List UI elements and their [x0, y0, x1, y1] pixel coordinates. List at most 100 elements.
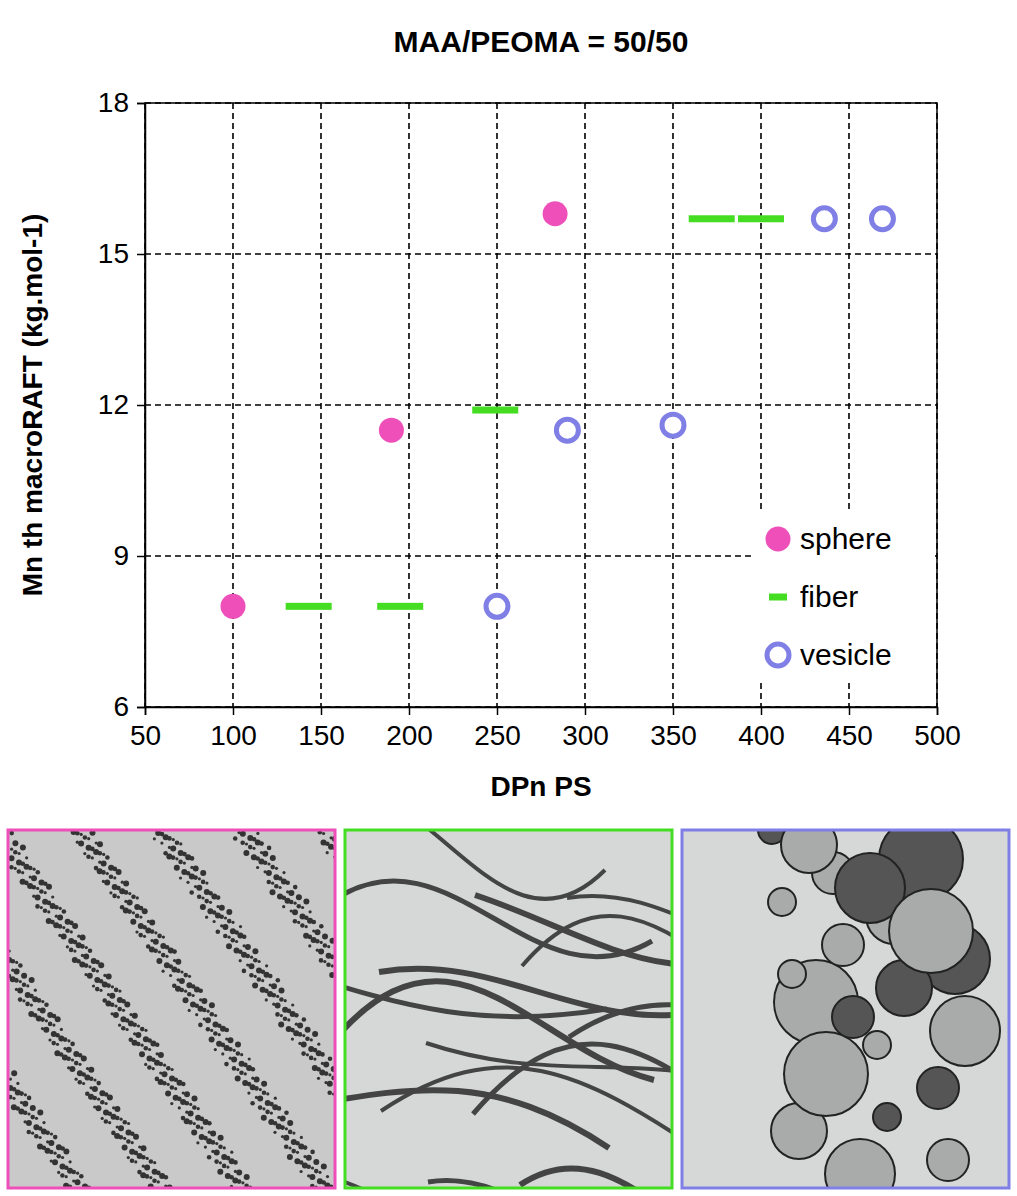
panel-dot	[224, 916, 227, 919]
panel-dot	[143, 1036, 149, 1042]
panel-dot	[154, 1060, 160, 1066]
panel-dot	[117, 896, 120, 899]
tick-mark	[137, 556, 145, 558]
panel-dot	[231, 938, 236, 943]
panel-dot	[288, 1146, 291, 1149]
panel-dot	[223, 934, 228, 939]
panel-dot	[242, 969, 247, 974]
tick: 450	[826, 707, 873, 751]
panel-dot	[213, 1031, 218, 1036]
micrograph-panel	[682, 816, 1009, 1196]
panel-dot	[189, 890, 194, 895]
panel-dot	[302, 1163, 308, 1169]
panel-dot	[301, 1042, 307, 1048]
panel-dot	[216, 929, 221, 934]
panel-dot	[319, 958, 324, 963]
panel-dot	[33, 868, 36, 871]
panel-dot	[251, 1077, 254, 1080]
panel-dot	[149, 1159, 154, 1164]
panel-dot	[260, 851, 263, 854]
panel-dot	[232, 1066, 237, 1071]
panel-dot	[81, 954, 84, 957]
panel-dot	[314, 1169, 319, 1174]
panel-dot	[66, 1047, 72, 1053]
panel-dot	[150, 1041, 156, 1047]
panel-dot	[225, 1173, 231, 1179]
point	[662, 414, 684, 436]
panel-dot	[111, 985, 114, 988]
panel-dot	[286, 890, 289, 893]
panel-dot	[219, 1161, 222, 1164]
panel-dot	[265, 964, 268, 967]
panel-dot	[305, 1036, 310, 1041]
panel-dot	[184, 1091, 190, 1097]
panel-dot	[257, 1096, 263, 1102]
panel-dot	[240, 1053, 243, 1056]
panel-dot	[59, 907, 62, 910]
panel-dot	[104, 1119, 109, 1124]
panel-dot	[196, 885, 202, 891]
panel-dot	[318, 1171, 321, 1174]
panel-dot	[173, 1095, 179, 1101]
panel-dot	[280, 1116, 286, 1122]
panel-dot	[265, 998, 268, 1001]
panel-dot	[114, 1106, 120, 1112]
panel-art	[758, 830, 1000, 1188]
panel-dot	[37, 1109, 43, 1115]
panel-dot	[144, 1164, 150, 1170]
panel-dot	[188, 975, 191, 978]
tick-label: 500	[914, 720, 961, 751]
panel-dot	[164, 962, 170, 968]
y-axis-title: Mn th macroRAFT (kg.mol-1)	[17, 214, 48, 597]
grid-line-x	[672, 103, 674, 707]
panel-dot	[290, 1011, 296, 1017]
panel-dot	[305, 1027, 311, 1033]
panel-dot	[253, 958, 258, 963]
tick: 500	[914, 707, 961, 751]
panel-dot	[42, 1121, 45, 1124]
panel-dot	[198, 877, 201, 880]
tick: 12	[98, 389, 145, 420]
panel-dot	[275, 1012, 280, 1017]
panel-dot	[194, 987, 200, 993]
panel-dot	[175, 986, 181, 992]
tick-label: 50	[130, 720, 161, 751]
panel-dot	[312, 1031, 318, 1037]
panel-dot	[114, 1004, 117, 1007]
panel-dot	[114, 1133, 120, 1139]
panel-dot	[75, 1078, 78, 1081]
panel-dot	[179, 842, 182, 845]
panel-dot	[267, 862, 270, 865]
panel-dot	[228, 936, 231, 939]
tick: 50	[130, 707, 161, 751]
panel-dot	[132, 1040, 138, 1046]
panel-dot	[228, 1037, 234, 1043]
panel-dot	[222, 1164, 227, 1169]
panel-dot	[221, 1052, 224, 1055]
panel-dot	[105, 1102, 108, 1105]
panel-dot	[88, 1094, 94, 1100]
panel-dot	[90, 1086, 93, 1089]
grid	[145, 103, 937, 707]
panel-dot	[198, 1006, 204, 1012]
panel-dot	[43, 908, 48, 913]
tick-label: 15	[98, 238, 129, 269]
panel-dot	[244, 1174, 250, 1180]
panel-dot	[10, 976, 16, 982]
panel-dot	[223, 1146, 226, 1149]
panel-dot	[207, 908, 213, 914]
panel-dot	[130, 1158, 135, 1163]
panel-dot	[98, 861, 101, 864]
panel-dot	[288, 890, 294, 896]
panel-dot	[77, 935, 80, 938]
panel-dot	[129, 1149, 135, 1155]
panel-dot	[116, 1125, 119, 1128]
panel-dot	[118, 990, 121, 993]
panel-dot	[309, 910, 312, 913]
panel-dot	[273, 1131, 276, 1134]
panel-dot	[204, 889, 210, 895]
panel-dot	[152, 1169, 158, 1175]
panel-dot	[126, 1130, 132, 1136]
panel-dot	[76, 942, 82, 948]
panel-dot	[25, 992, 31, 998]
